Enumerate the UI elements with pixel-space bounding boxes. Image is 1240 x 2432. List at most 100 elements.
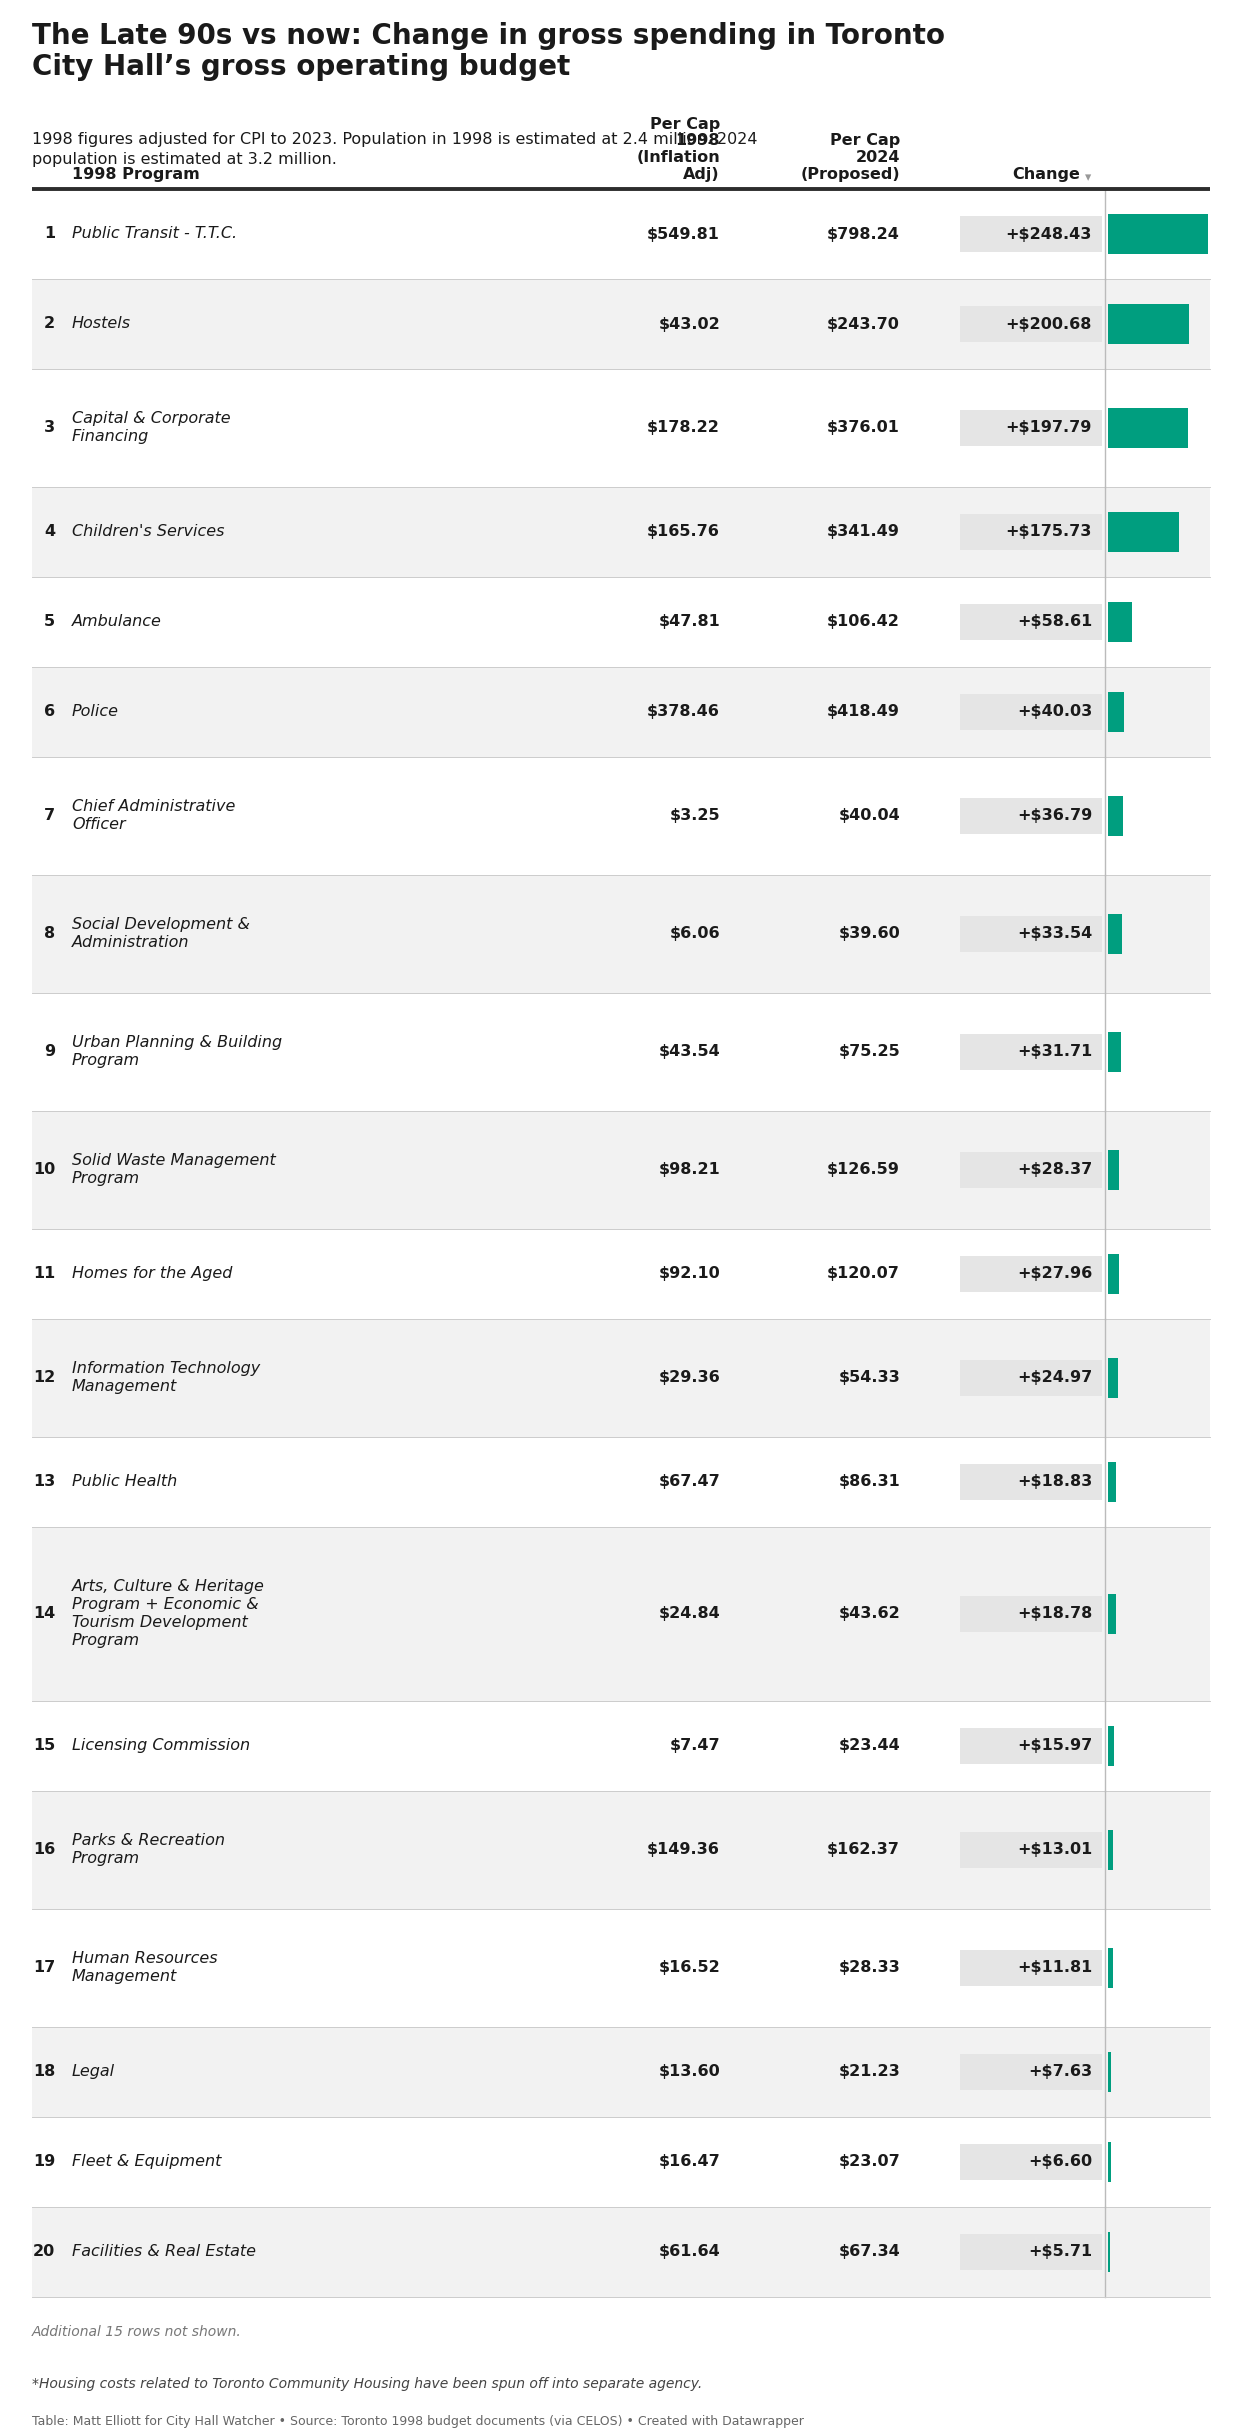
Text: $28.33: $28.33 bbox=[838, 1960, 900, 1975]
Text: $798.24: $798.24 bbox=[827, 226, 900, 241]
Bar bbox=[1109, 2233, 1110, 2271]
Text: 20: 20 bbox=[32, 2245, 55, 2259]
Text: 8: 8 bbox=[43, 927, 55, 941]
Bar bbox=[960, 1464, 1102, 1501]
Text: 14: 14 bbox=[32, 1608, 55, 1622]
Text: +$31.71: +$31.71 bbox=[1017, 1043, 1092, 1060]
Bar bbox=[960, 1153, 1102, 1187]
Bar bbox=[960, 1595, 1102, 1632]
Text: Hostels: Hostels bbox=[72, 316, 131, 331]
Bar bbox=[32, 992, 1210, 1111]
Text: $43.02: $43.02 bbox=[658, 316, 720, 331]
Text: $165.76: $165.76 bbox=[647, 525, 720, 540]
Bar bbox=[32, 2206, 1210, 2296]
Text: $378.46: $378.46 bbox=[647, 705, 720, 720]
Text: 16: 16 bbox=[32, 1843, 55, 1858]
Bar bbox=[960, 693, 1102, 730]
Text: +$28.37: +$28.37 bbox=[1017, 1162, 1092, 1177]
Bar bbox=[960, 917, 1102, 951]
Bar bbox=[1109, 693, 1125, 732]
Bar bbox=[1109, 513, 1179, 552]
Text: 7: 7 bbox=[43, 807, 55, 824]
Text: +$11.81: +$11.81 bbox=[1017, 1960, 1092, 1975]
Bar bbox=[32, 1318, 1210, 1437]
Text: 12: 12 bbox=[32, 1372, 55, 1386]
Text: Social Development &
Administration: Social Development & Administration bbox=[72, 917, 250, 951]
Bar bbox=[960, 2145, 1102, 2179]
Text: $43.62: $43.62 bbox=[838, 1608, 900, 1622]
Text: +$27.96: +$27.96 bbox=[1017, 1267, 1092, 1282]
Text: $40.04: $40.04 bbox=[838, 807, 900, 824]
Bar bbox=[32, 576, 1210, 666]
Bar bbox=[32, 666, 1210, 756]
Text: $86.31: $86.31 bbox=[838, 1474, 900, 1488]
Bar bbox=[1109, 409, 1188, 447]
Bar bbox=[1109, 1031, 1121, 1073]
Text: Public Transit - T.T.C.: Public Transit - T.T.C. bbox=[72, 226, 237, 241]
Text: Homes for the Aged: Homes for the Aged bbox=[72, 1267, 232, 1282]
Text: +$5.71: +$5.71 bbox=[1028, 2245, 1092, 2259]
Text: *Housing costs related to Toronto Community Housing have been spun off into sepa: *Housing costs related to Toronto Commun… bbox=[32, 2376, 702, 2391]
Text: 11: 11 bbox=[32, 1267, 55, 1282]
Text: $61.64: $61.64 bbox=[658, 2245, 720, 2259]
Text: +$197.79: +$197.79 bbox=[1006, 421, 1092, 435]
Text: Additional 15 rows not shown.: Additional 15 rows not shown. bbox=[32, 2325, 242, 2340]
Text: +$33.54: +$33.54 bbox=[1017, 927, 1092, 941]
Bar bbox=[960, 2055, 1102, 2089]
Text: 4: 4 bbox=[43, 525, 55, 540]
Text: 1998 figures adjusted for CPI to 2023. Population in 1998 is estimated at 2.4 mi: 1998 figures adjusted for CPI to 2023. P… bbox=[32, 131, 758, 168]
Text: 15: 15 bbox=[32, 1739, 55, 1753]
Text: $106.42: $106.42 bbox=[827, 615, 900, 630]
Text: $149.36: $149.36 bbox=[647, 1843, 720, 1858]
Text: $67.47: $67.47 bbox=[658, 1474, 720, 1488]
Bar bbox=[1109, 603, 1132, 642]
Text: $376.01: $376.01 bbox=[827, 421, 900, 435]
Text: +$13.01: +$13.01 bbox=[1017, 1843, 1092, 1858]
Bar bbox=[1109, 914, 1121, 953]
Text: $54.33: $54.33 bbox=[838, 1372, 900, 1386]
Bar bbox=[1109, 1150, 1120, 1189]
Text: +$18.83: +$18.83 bbox=[1017, 1474, 1092, 1488]
Bar bbox=[1109, 1727, 1115, 1766]
Text: $67.34: $67.34 bbox=[838, 2245, 900, 2259]
Text: $549.81: $549.81 bbox=[647, 226, 720, 241]
Text: $162.37: $162.37 bbox=[827, 1843, 900, 1858]
Text: Urban Planning & Building
Program: Urban Planning & Building Program bbox=[72, 1036, 283, 1068]
Text: $92.10: $92.10 bbox=[658, 1267, 720, 1282]
Bar bbox=[960, 1255, 1102, 1291]
Text: $75.25: $75.25 bbox=[838, 1043, 900, 1060]
Text: Table: Matt Elliott for City Hall Watcher • Source: Toronto 1998 budget document: Table: Matt Elliott for City Hall Watche… bbox=[32, 2415, 804, 2427]
Text: $16.47: $16.47 bbox=[658, 2155, 720, 2169]
Text: $23.44: $23.44 bbox=[838, 1739, 900, 1753]
Bar bbox=[1109, 2053, 1111, 2092]
Text: Licensing Commission: Licensing Commission bbox=[72, 1739, 250, 1753]
Text: +$24.97: +$24.97 bbox=[1017, 1372, 1092, 1386]
Bar bbox=[1109, 2143, 1111, 2182]
Text: $43.54: $43.54 bbox=[658, 1043, 720, 1060]
Text: Per Cap
1998
(Inflation
Adj): Per Cap 1998 (Inflation Adj) bbox=[636, 117, 720, 182]
Text: +$15.97: +$15.97 bbox=[1017, 1739, 1092, 1753]
Bar bbox=[1109, 1948, 1112, 1987]
Text: $418.49: $418.49 bbox=[827, 705, 900, 720]
Text: +$175.73: +$175.73 bbox=[1006, 525, 1092, 540]
Text: $24.84: $24.84 bbox=[658, 1608, 720, 1622]
Text: $98.21: $98.21 bbox=[658, 1162, 720, 1177]
Bar bbox=[960, 1034, 1102, 1070]
Text: 19: 19 bbox=[32, 2155, 55, 2169]
Bar bbox=[960, 411, 1102, 445]
Text: Ambulance: Ambulance bbox=[72, 615, 162, 630]
Bar bbox=[1109, 795, 1122, 837]
Bar bbox=[32, 2116, 1210, 2206]
Text: Chief Administrative
Officer: Chief Administrative Officer bbox=[72, 800, 236, 832]
Text: 13: 13 bbox=[32, 1474, 55, 1488]
Text: +$40.03: +$40.03 bbox=[1017, 705, 1092, 720]
Text: $120.07: $120.07 bbox=[827, 1267, 900, 1282]
Bar bbox=[1109, 304, 1189, 343]
Bar bbox=[32, 1437, 1210, 1527]
Text: Arts, Culture & Heritage
Program + Economic &
Tourism Development
Program: Arts, Culture & Heritage Program + Econo… bbox=[72, 1578, 265, 1649]
Bar bbox=[960, 2235, 1102, 2269]
Text: $341.49: $341.49 bbox=[827, 525, 900, 540]
Text: +$58.61: +$58.61 bbox=[1017, 615, 1092, 630]
Bar bbox=[960, 1950, 1102, 1987]
Bar bbox=[32, 1909, 1210, 2026]
